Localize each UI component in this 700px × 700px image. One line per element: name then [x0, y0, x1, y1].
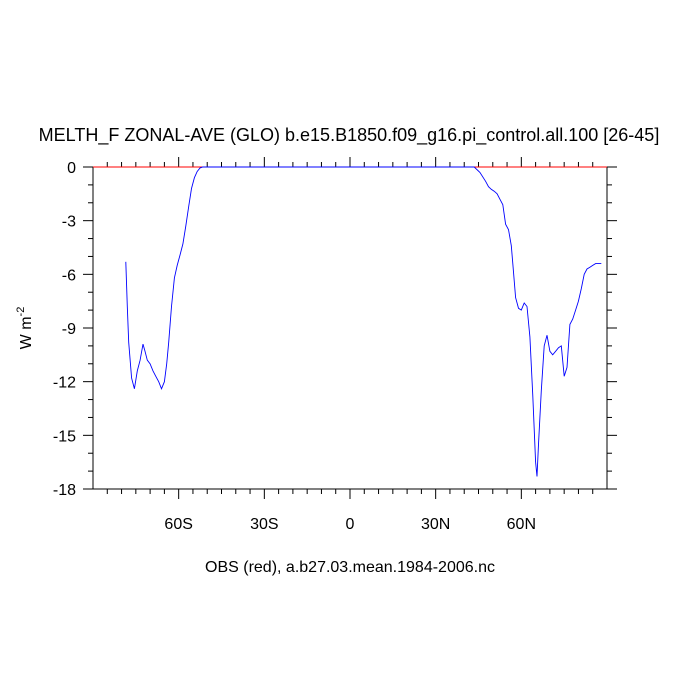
x-tick-label: 30S	[250, 516, 278, 533]
y-axis-label-unit: W m	[18, 316, 35, 349]
y-tick-label: -9	[62, 321, 76, 338]
x-tick-label: 30N	[421, 516, 450, 533]
x-axis-label: OBS (red), a.b27.03.mean.1984-2006.nc	[205, 559, 495, 576]
y-tick-label: 0	[67, 160, 76, 177]
x-tick-label: 60S	[164, 516, 192, 533]
y-tick-label: -15	[53, 428, 76, 445]
chart-title: MELTH_F ZONAL-AVE (GLO) b.e15.B1850.f09_…	[39, 125, 660, 146]
y-axis-label: W m-2	[15, 307, 35, 350]
y-axis-label-exponent: -2	[15, 307, 27, 317]
y-tick-label: -12	[53, 375, 76, 392]
y-tick-label: -18	[53, 482, 76, 499]
tick-group: 60S 30S 0 30N 60N 0 -3 -6 -9 -12 -15 -18	[53, 157, 617, 533]
y-tick-label: -3	[62, 214, 76, 231]
series-group	[93, 166, 607, 477]
y-tick-label: -6	[62, 267, 76, 284]
x-tick-label: 0	[346, 516, 355, 533]
x-tick-label: 60N	[507, 516, 536, 533]
series-line-1	[125, 166, 602, 477]
